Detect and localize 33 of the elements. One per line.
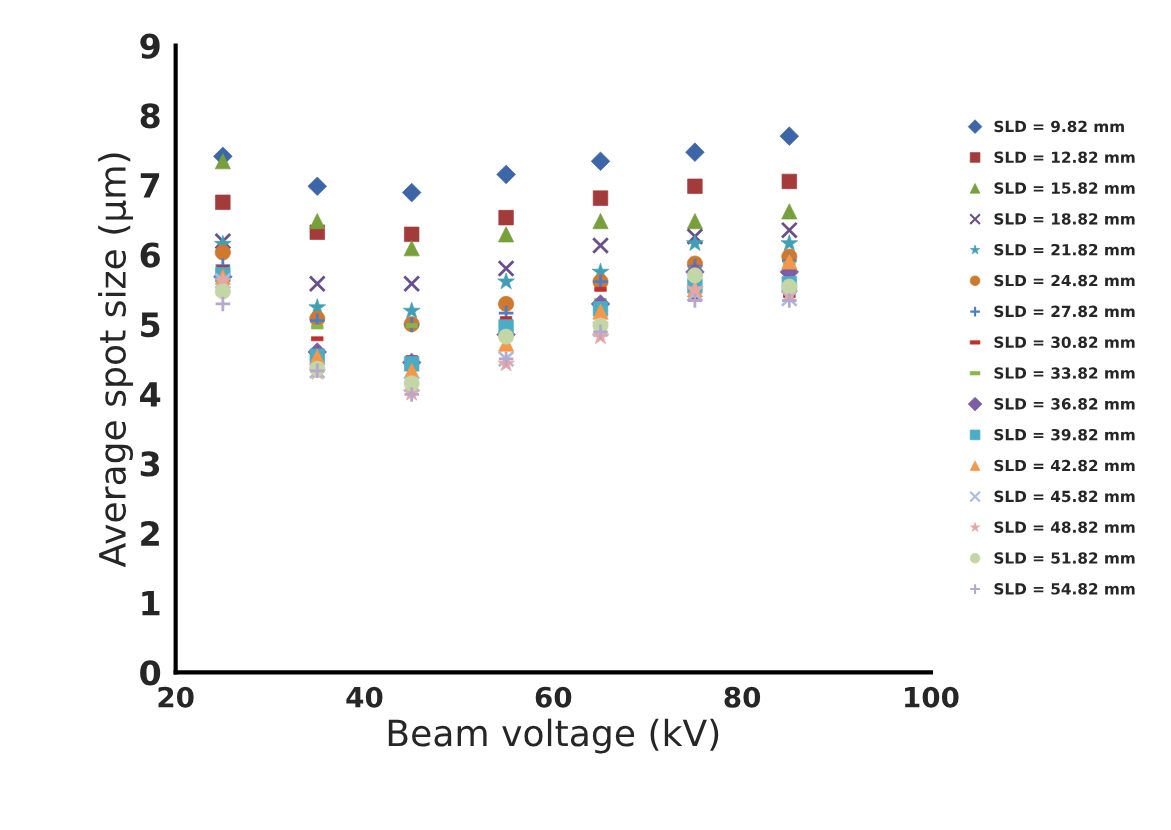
x-tick-label: 40: [346, 686, 383, 708]
y-axis-title: Average spot size (µm): [98, 153, 134, 568]
y-tick-label: 4: [140, 382, 161, 407]
x-tick-label: 60: [535, 686, 572, 708]
legend-label: SLD = 18.82 mm: [994, 213, 1135, 225]
legend-label: SLD = 30.82 mm: [994, 336, 1135, 348]
legend-label: SLD = 33.82 mm: [994, 367, 1135, 379]
legend-label: SLD = 39.82 mm: [994, 428, 1135, 441]
y-tick-label: 9: [140, 33, 160, 59]
y-tick-label: 2: [141, 520, 159, 546]
legend-label: SLD = 48.82 mm: [994, 521, 1135, 533]
legend-label: SLD = 42.82 mm: [994, 459, 1135, 472]
y-tick-label: 0: [140, 660, 161, 686]
legend-label: SLD = 12.82 mm: [994, 151, 1135, 164]
legend-label: SLD = 9.82 mm: [994, 120, 1124, 133]
x-tick-label: 100: [905, 686, 959, 708]
legend-label: SLD = 21.82 mm: [994, 243, 1135, 256]
y-tick-label: 1: [142, 591, 160, 616]
legend-label: SLD = 51.82 mm: [994, 552, 1135, 564]
legend-label: SLD = 54.82 mm: [994, 583, 1135, 595]
x-axis-title: Beam voltage (kV): [388, 718, 719, 754]
y-tick-label: 8: [140, 103, 160, 129]
y-tick-label: 5: [141, 312, 160, 338]
y-tick-label: 7: [140, 173, 160, 198]
x-tick-label: 20: [158, 686, 194, 708]
legend-label: SLD = 45.82 mm: [994, 490, 1135, 503]
x-tick-label: 80: [724, 686, 761, 708]
y-tick-label: 6: [140, 242, 160, 268]
legend-label: SLD = 36.82 mm: [994, 398, 1135, 410]
legend-label: SLD = 24.82 mm: [994, 274, 1135, 287]
y-tick-label: 3: [140, 451, 160, 477]
legend-label: SLD = 27.82 mm: [994, 305, 1135, 318]
legend-label: SLD = 15.82 mm: [994, 182, 1135, 194]
